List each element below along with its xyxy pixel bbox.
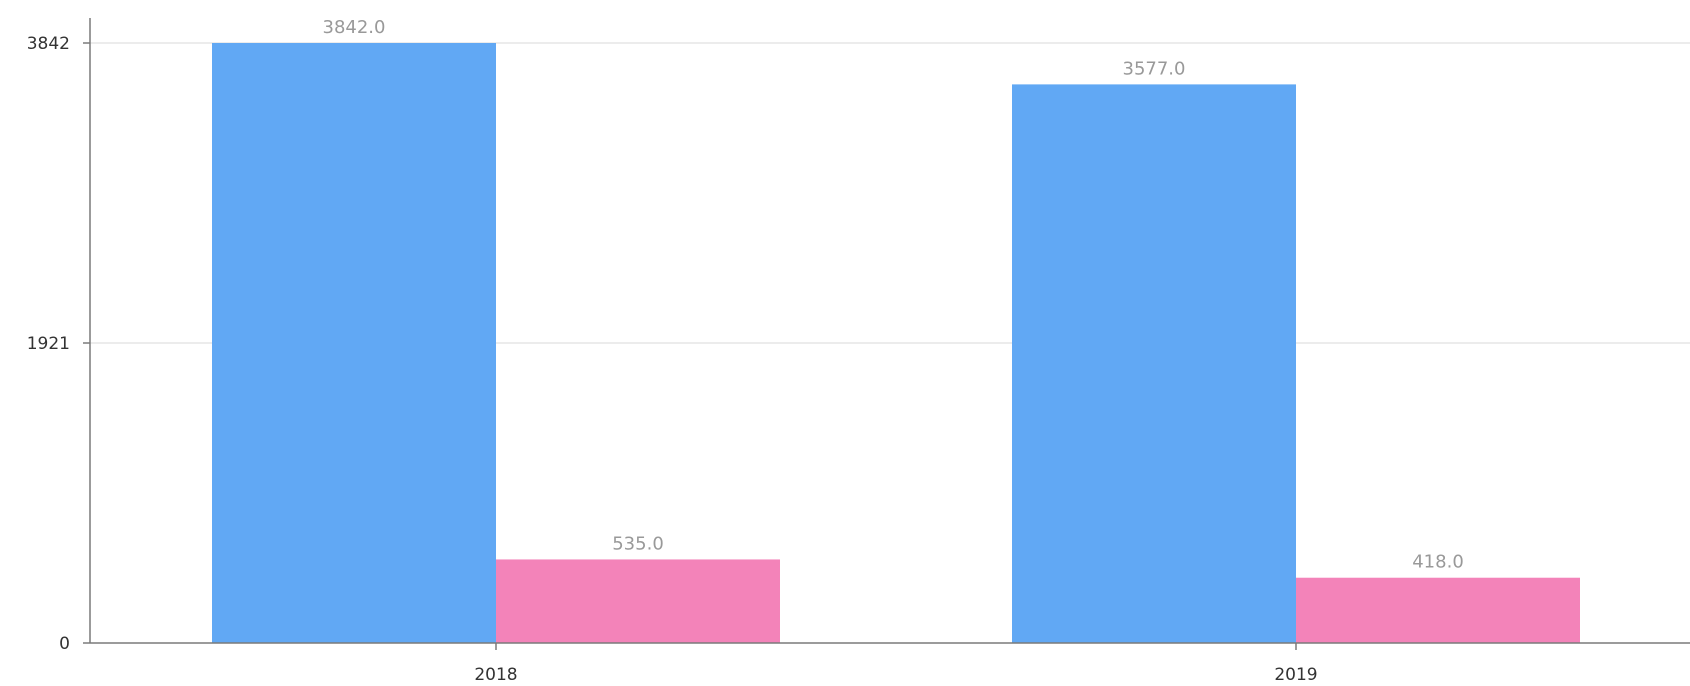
bar-2018-series-0 bbox=[212, 43, 496, 643]
x-tick-label-2019: 2019 bbox=[1274, 665, 1317, 685]
bar-2018-series-1 bbox=[496, 559, 780, 643]
axes bbox=[89, 18, 1690, 644]
data-label-2019-series-0: 3577.0 bbox=[1123, 58, 1186, 79]
y-tick-label-1: 1921 bbox=[27, 334, 70, 354]
data-labels: 3842.0 535.0 3577.0 418.0 bbox=[323, 17, 1464, 573]
data-label-2018-series-0: 3842.0 bbox=[323, 17, 386, 38]
data-label-2019-series-1: 418.0 bbox=[1412, 552, 1464, 573]
y-tick-labels: 0 1921 3842 bbox=[27, 34, 90, 654]
x-tick-labels: 2018 2019 bbox=[474, 643, 1318, 685]
data-label-2018-series-1: 535.0 bbox=[612, 533, 664, 554]
y-tick-label-2: 3842 bbox=[27, 34, 70, 54]
bars bbox=[212, 43, 1580, 643]
x-tick-label-2018: 2018 bbox=[474, 665, 517, 685]
bar-2019-series-0 bbox=[1012, 84, 1296, 643]
y-tick-label-0: 0 bbox=[59, 634, 70, 654]
bar-2019-series-1 bbox=[1296, 577, 1580, 643]
